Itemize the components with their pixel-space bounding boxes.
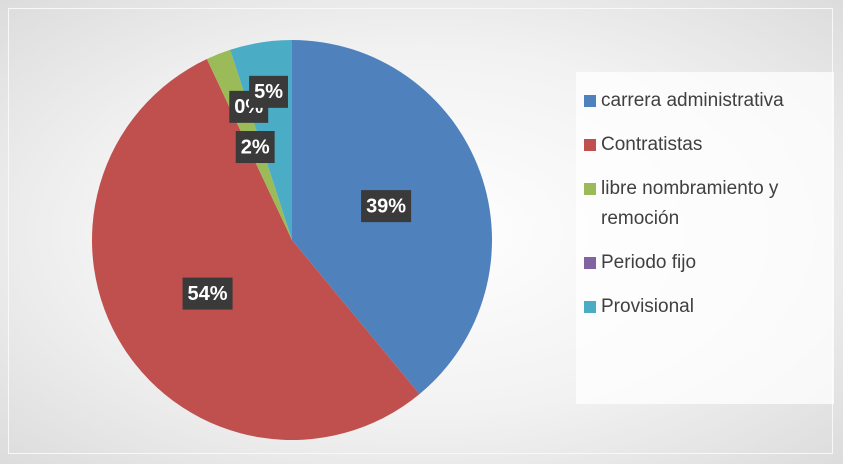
data-label-box — [182, 277, 233, 310]
data-label-text: 54% — [188, 283, 228, 305]
legend-label: Provisional — [601, 296, 694, 317]
legend-swatch — [584, 301, 596, 313]
legend-swatch — [584, 183, 596, 195]
legend-item: Provisional — [584, 292, 826, 322]
data-label: 5% — [249, 75, 288, 108]
legend-item: libre nombramiento y remoción — [584, 174, 826, 234]
data-label-box — [249, 75, 288, 108]
legend-label: libre nombramiento y remoción — [601, 178, 779, 229]
legend-item: Periodo fijo — [584, 248, 826, 278]
legend-label: Contratistas — [601, 134, 703, 155]
legend-item: Contratistas — [584, 130, 826, 160]
pie-slice — [92, 59, 420, 440]
data-label-box — [235, 131, 275, 164]
legend: carrera administrativa Contratistas libre … — [576, 72, 834, 404]
data-label-box — [361, 190, 412, 223]
data-label-text: 5% — [254, 81, 283, 103]
data-label: 39% — [361, 190, 412, 223]
data-label-text: 2% — [241, 136, 270, 158]
legend-label: carrera administrativa — [601, 90, 784, 111]
data-label-text: 39% — [366, 195, 406, 217]
legend-label: Periodo fijo — [601, 252, 697, 273]
legend-item: carrera administrativa — [584, 86, 826, 116]
data-label: 2% — [235, 131, 275, 164]
legend-swatch — [584, 95, 596, 107]
legend-swatch — [584, 257, 596, 269]
legend-swatch — [584, 139, 596, 151]
data-label: 54% — [182, 277, 233, 310]
